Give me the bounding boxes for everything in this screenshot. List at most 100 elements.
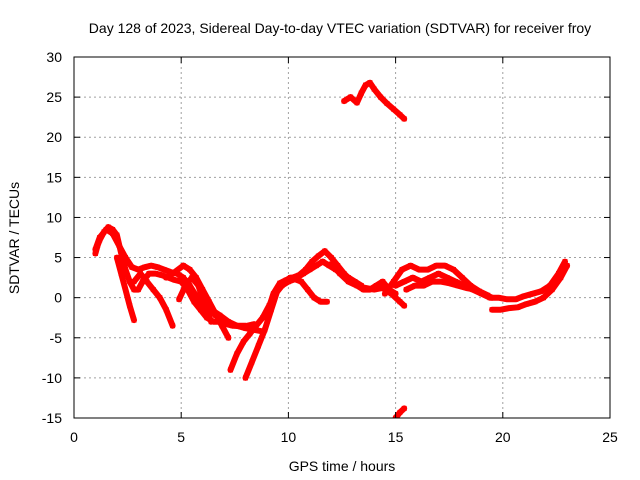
x-tick-label: 10 — [281, 429, 297, 445]
data-point — [427, 275, 433, 281]
data-point — [129, 264, 135, 270]
data-point — [191, 291, 197, 297]
data-point — [341, 98, 347, 104]
data-point — [382, 291, 388, 297]
data-point — [178, 279, 184, 285]
data-point — [541, 295, 546, 301]
data-point — [187, 267, 193, 273]
data-point — [161, 267, 167, 273]
data-point — [496, 295, 501, 301]
data-point — [523, 301, 529, 307]
data-point — [148, 263, 154, 269]
data-point — [123, 255, 128, 261]
x-tick-label: 20 — [495, 429, 511, 445]
y-tick-label: 0 — [54, 290, 62, 306]
data-point — [127, 303, 133, 309]
data-point — [193, 275, 199, 281]
data-point — [285, 279, 291, 285]
data-point — [138, 271, 143, 277]
data-point — [118, 271, 124, 277]
data-point — [92, 247, 98, 252]
data-point — [348, 94, 354, 100]
data-point — [131, 287, 137, 293]
data-point — [311, 295, 317, 301]
data-point — [131, 317, 137, 323]
data-point — [315, 253, 321, 259]
data-point — [307, 267, 313, 273]
data-point — [135, 267, 141, 273]
data-point — [247, 331, 253, 337]
data-point — [144, 279, 150, 285]
data-point — [234, 351, 240, 357]
series-arc-18 — [489, 262, 571, 313]
data-point — [403, 287, 409, 293]
data-point — [358, 90, 364, 96]
data-point — [393, 283, 399, 289]
data-point — [401, 405, 407, 411]
y-tick-label: 5 — [54, 250, 62, 266]
data-point — [328, 261, 334, 267]
data-point — [371, 287, 377, 293]
data-point — [564, 263, 570, 269]
y-axis-label: SDTVAR / TECUs — [6, 182, 22, 294]
data-point — [513, 296, 519, 302]
data-point — [97, 235, 103, 240]
data-point — [292, 276, 298, 282]
data-point — [217, 312, 223, 318]
data-point — [185, 287, 191, 293]
data-point — [140, 279, 146, 285]
data-point — [114, 232, 120, 238]
data-point — [176, 296, 182, 302]
data-point — [453, 279, 459, 285]
x-tick-label: 15 — [388, 429, 404, 445]
y-tick-label: 25 — [46, 89, 62, 105]
data-point — [451, 267, 456, 273]
data-point — [408, 263, 414, 269]
data-point — [262, 327, 268, 333]
data-point — [328, 255, 334, 261]
data-point — [146, 271, 152, 277]
axis-ticks: 0 5 10 15 20 25 -15 -10 -5 0 5 10 15 20 25 30 — [42, 49, 618, 445]
data-point — [412, 283, 418, 289]
data-point — [163, 275, 169, 281]
data-point — [504, 296, 510, 302]
data-point — [198, 307, 203, 313]
data-point — [455, 283, 461, 289]
x-axis-label: GPS time / hours — [289, 458, 396, 474]
x-tick-label: 0 — [70, 429, 78, 445]
data-point — [318, 299, 324, 305]
data-point — [459, 275, 465, 281]
data-point — [418, 279, 424, 285]
data-point — [200, 299, 206, 305]
data-point — [489, 307, 495, 313]
data-series-layer — [92, 79, 571, 418]
data-point — [498, 307, 504, 313]
data-point — [391, 106, 396, 112]
data-point — [354, 100, 360, 106]
data-point — [391, 279, 396, 285]
data-point — [183, 283, 188, 289]
y-tick-label: -5 — [50, 330, 63, 346]
data-point — [219, 323, 225, 329]
data-point — [401, 303, 407, 309]
data-point — [436, 271, 441, 277]
data-point — [380, 279, 386, 285]
data-point — [206, 299, 212, 305]
data-point — [157, 295, 163, 301]
data-point — [277, 280, 283, 286]
data-point — [388, 291, 394, 297]
data-point — [243, 375, 248, 381]
data-point — [521, 293, 527, 299]
data-point — [481, 291, 486, 297]
data-point — [172, 269, 178, 275]
x-tick-label: 5 — [177, 429, 185, 445]
data-point — [234, 323, 240, 329]
data-point — [335, 263, 341, 269]
data-point — [337, 271, 343, 277]
data-point — [187, 283, 193, 289]
data-point — [532, 299, 538, 305]
data-point — [410, 275, 416, 281]
data-point — [150, 287, 156, 293]
data-point — [397, 299, 403, 305]
chart-title: Day 128 of 2023, Sidereal Day-to-day VTE… — [89, 20, 591, 36]
